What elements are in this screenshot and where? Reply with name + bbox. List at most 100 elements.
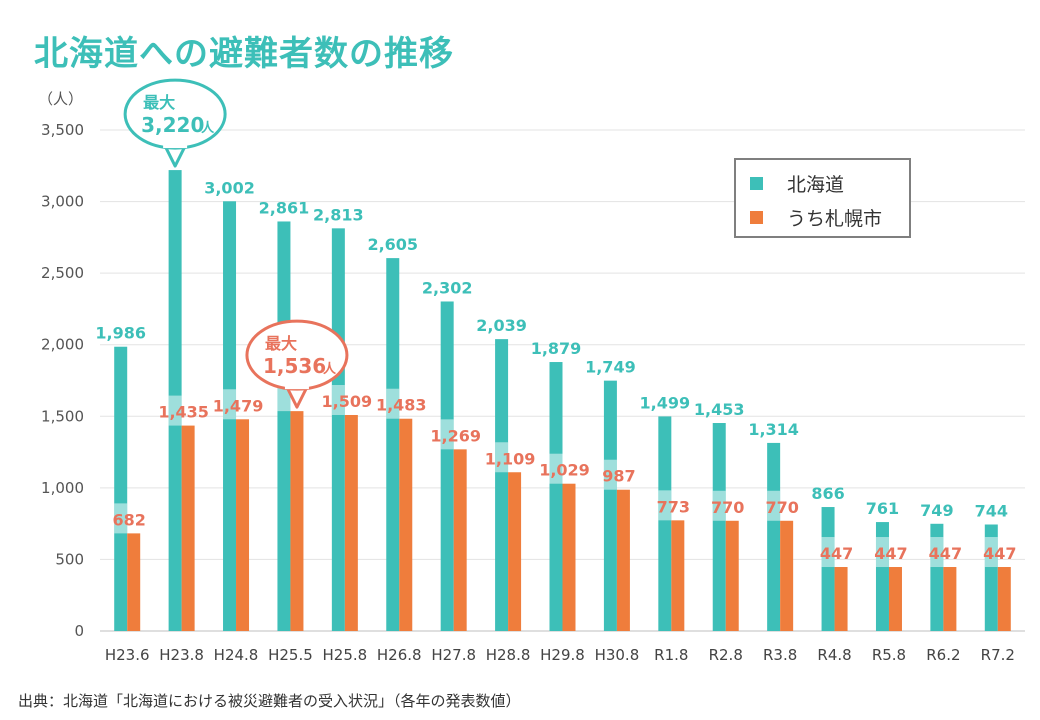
data-label-sapporo: 682 xyxy=(113,510,146,529)
chart-title: 北海道への避難者数の推移 xyxy=(34,34,454,74)
y-tick-label: 3,500 xyxy=(41,121,84,139)
legend-swatch xyxy=(750,211,763,224)
data-label-sapporo: 447 xyxy=(820,544,853,563)
y-tick-label: 1,000 xyxy=(41,479,84,497)
bar-band xyxy=(440,419,454,450)
bar-sapporo xyxy=(127,533,141,631)
bars xyxy=(114,170,1011,631)
legend-swatch xyxy=(750,177,763,190)
bar-sapporo xyxy=(888,567,902,631)
bar-band xyxy=(386,388,400,419)
data-label-hokkaido: 744 xyxy=(975,502,1008,521)
callout-head: 最大 xyxy=(143,93,175,112)
legend-box xyxy=(734,158,911,238)
y-tick-label: 2,000 xyxy=(41,336,84,354)
bar-band xyxy=(821,537,835,568)
callout-unit: 人 xyxy=(323,361,337,377)
y-tick-label: 3,000 xyxy=(41,193,84,211)
data-label-sapporo: 773 xyxy=(657,497,690,516)
data-label-sapporo: 770 xyxy=(711,498,744,517)
data-label-sapporo: 770 xyxy=(765,498,798,517)
data-label-sapporo: 447 xyxy=(983,544,1016,563)
bar-band xyxy=(168,395,182,426)
bar-sapporo xyxy=(997,567,1011,631)
bar-sapporo xyxy=(508,472,522,631)
bar-sapporo xyxy=(290,411,304,631)
bar-sapporo xyxy=(943,567,957,631)
y-axis-unit: （人） xyxy=(38,90,83,108)
data-label-hokkaido: 1,879 xyxy=(531,339,582,358)
bar-hokkaido xyxy=(495,339,509,631)
bar-band xyxy=(223,389,237,420)
bar-sapporo xyxy=(834,567,848,631)
bar-hokkaido xyxy=(603,380,617,631)
bar-hokkaido xyxy=(331,228,345,631)
data-label-hokkaido: 1,986 xyxy=(95,324,146,343)
data-label-hokkaido: 1,749 xyxy=(585,358,636,377)
bar-sapporo xyxy=(616,489,630,631)
source-note: 出典：北海道「北海道における被災避難者の受入状況」（各年の発表数値） xyxy=(18,692,521,710)
y-tick-label: 500 xyxy=(55,550,84,568)
bar-hokkaido xyxy=(440,301,454,631)
data-label-hokkaido: 2,605 xyxy=(367,235,418,254)
data-label-hokkaido: 761 xyxy=(866,499,899,518)
bar-band xyxy=(331,384,345,415)
bar-band xyxy=(875,537,889,568)
bar-sapporo xyxy=(780,520,794,631)
data-label-sapporo: 1,479 xyxy=(213,396,264,415)
bar-sapporo xyxy=(181,425,195,631)
data-label-hokkaido: 2,039 xyxy=(476,316,527,335)
bar-sapporo xyxy=(562,483,576,631)
x-tick-label: R7.2 xyxy=(981,646,1015,664)
data-label-hokkaido: 3,002 xyxy=(204,178,255,197)
x-tick-label: R6.2 xyxy=(926,646,960,664)
data-label-hokkaido: 1,499 xyxy=(640,393,691,412)
bar-band xyxy=(930,537,944,568)
bar-band xyxy=(658,490,672,521)
data-label-sapporo: 1,435 xyxy=(158,403,209,422)
x-tick-label: R4.8 xyxy=(817,646,851,664)
bar-band xyxy=(495,442,509,473)
bar-hokkaido xyxy=(712,423,726,631)
x-tick-label: R3.8 xyxy=(763,646,797,664)
x-tick-label: R1.8 xyxy=(654,646,688,664)
bar-band xyxy=(767,490,781,521)
data-label-sapporo: 1,483 xyxy=(376,396,427,415)
x-tick-label: R5.8 xyxy=(872,646,906,664)
bar-sapporo xyxy=(671,520,685,631)
x-tick-label: H25.5 xyxy=(268,646,313,664)
callout-value: 1,536 xyxy=(263,354,326,378)
bar-sapporo xyxy=(399,418,413,631)
bar-band xyxy=(712,490,726,521)
data-label-sapporo: 1,109 xyxy=(485,449,536,468)
bar-band xyxy=(603,459,617,490)
legend-label: 北海道 xyxy=(787,174,844,196)
bar-hokkaido xyxy=(277,221,291,631)
callout-value: 3,220 xyxy=(141,113,204,137)
x-tick-label: H28.8 xyxy=(486,646,531,664)
bar-band xyxy=(114,503,128,534)
data-label-sapporo: 1,269 xyxy=(430,426,481,445)
x-tick-label: H27.8 xyxy=(431,646,476,664)
callout-gap xyxy=(163,140,188,149)
data-label-sapporo: 1,509 xyxy=(322,392,373,411)
x-tick-label: H26.8 xyxy=(377,646,422,664)
bar-sapporo xyxy=(236,419,250,631)
legend-label: うち札幌市 xyxy=(787,208,882,230)
x-tick-label: H29.8 xyxy=(540,646,585,664)
bar-hokkaido xyxy=(821,507,835,631)
x-tick-label: H23.6 xyxy=(105,646,150,664)
bar-hokkaido xyxy=(386,258,400,631)
data-label-sapporo: 1,029 xyxy=(539,461,590,480)
bar-band xyxy=(549,453,563,484)
data-label-hokkaido: 866 xyxy=(811,484,844,503)
data-label-hokkaido: 749 xyxy=(920,501,953,520)
bar-sapporo xyxy=(453,449,467,631)
y-tick-label: 1,500 xyxy=(41,407,84,425)
bar-band xyxy=(984,537,998,568)
callout-gap xyxy=(284,381,309,390)
